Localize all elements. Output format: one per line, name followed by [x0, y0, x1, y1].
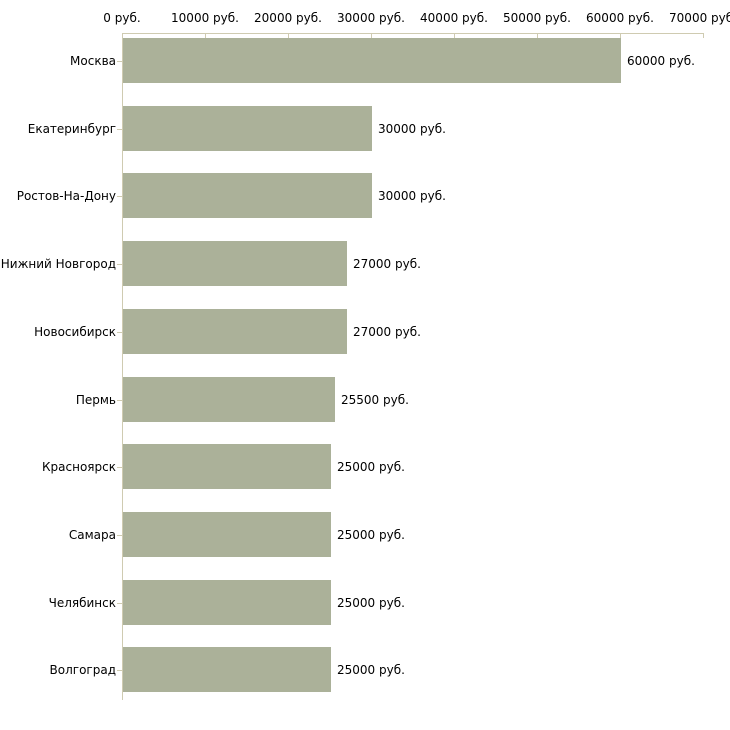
bar	[123, 580, 331, 625]
category-tick-mark	[117, 196, 122, 197]
x-tick-label: 10000 руб.	[171, 11, 239, 25]
x-axis-line	[122, 33, 703, 34]
value-label: 25000 руб.	[337, 459, 405, 474]
value-label: 30000 руб.	[378, 121, 446, 136]
x-tick-mark	[122, 33, 123, 38]
category-label: Пермь	[75, 392, 116, 407]
bar	[123, 173, 372, 218]
category-tick-mark	[117, 129, 122, 130]
category-label: Нижний Новгород	[0, 256, 116, 271]
value-label: 25000 руб.	[337, 527, 405, 542]
category-label: Ростов-На-Дону	[16, 188, 116, 203]
value-label: 30000 руб.	[378, 188, 446, 203]
category-label: Челябинск	[48, 595, 116, 610]
category-label: Самара	[68, 527, 116, 542]
value-label: 27000 руб.	[353, 256, 421, 271]
x-tick-mark	[537, 33, 538, 38]
bar	[123, 444, 331, 489]
x-tick-mark	[620, 33, 621, 38]
x-tick-label: 50000 руб.	[503, 11, 571, 25]
value-label: 60000 руб.	[627, 53, 695, 68]
category-label: Красноярск	[42, 459, 116, 474]
x-tick-label: 20000 руб.	[254, 11, 322, 25]
bar	[123, 241, 347, 286]
x-tick-label: 40000 руб.	[420, 11, 488, 25]
x-tick-label: 0 руб.	[103, 11, 141, 25]
bar	[123, 106, 372, 151]
bar	[123, 647, 331, 692]
category-label: Москва	[70, 53, 116, 68]
bar	[123, 309, 347, 354]
bar	[123, 377, 335, 422]
category-label: Новосибирск	[34, 324, 116, 339]
x-tick-mark	[454, 33, 455, 38]
category-tick-mark	[117, 61, 122, 62]
value-label: 27000 руб.	[353, 324, 421, 339]
y-axis-line	[122, 33, 123, 700]
x-tick-mark	[288, 33, 289, 38]
category-label: Волгоград	[49, 662, 116, 677]
x-tick-mark	[205, 33, 206, 38]
category-tick-mark	[117, 264, 122, 265]
x-tick-label: 70000 руб.	[669, 11, 730, 25]
value-label: 25000 руб.	[337, 595, 405, 610]
bar	[123, 38, 621, 83]
x-tick-label: 60000 руб.	[586, 11, 654, 25]
category-tick-mark	[117, 332, 122, 333]
bar	[123, 512, 331, 557]
category-tick-mark	[117, 670, 122, 671]
x-tick-label: 30000 руб.	[337, 11, 405, 25]
category-tick-mark	[117, 603, 122, 604]
value-label: 25500 руб.	[341, 392, 409, 407]
category-tick-mark	[117, 535, 122, 536]
category-tick-mark	[117, 467, 122, 468]
x-tick-mark	[371, 33, 372, 38]
category-tick-mark	[117, 400, 122, 401]
value-label: 25000 руб.	[337, 662, 405, 677]
x-tick-mark	[703, 33, 704, 38]
category-label: Екатеринбург	[27, 121, 116, 136]
